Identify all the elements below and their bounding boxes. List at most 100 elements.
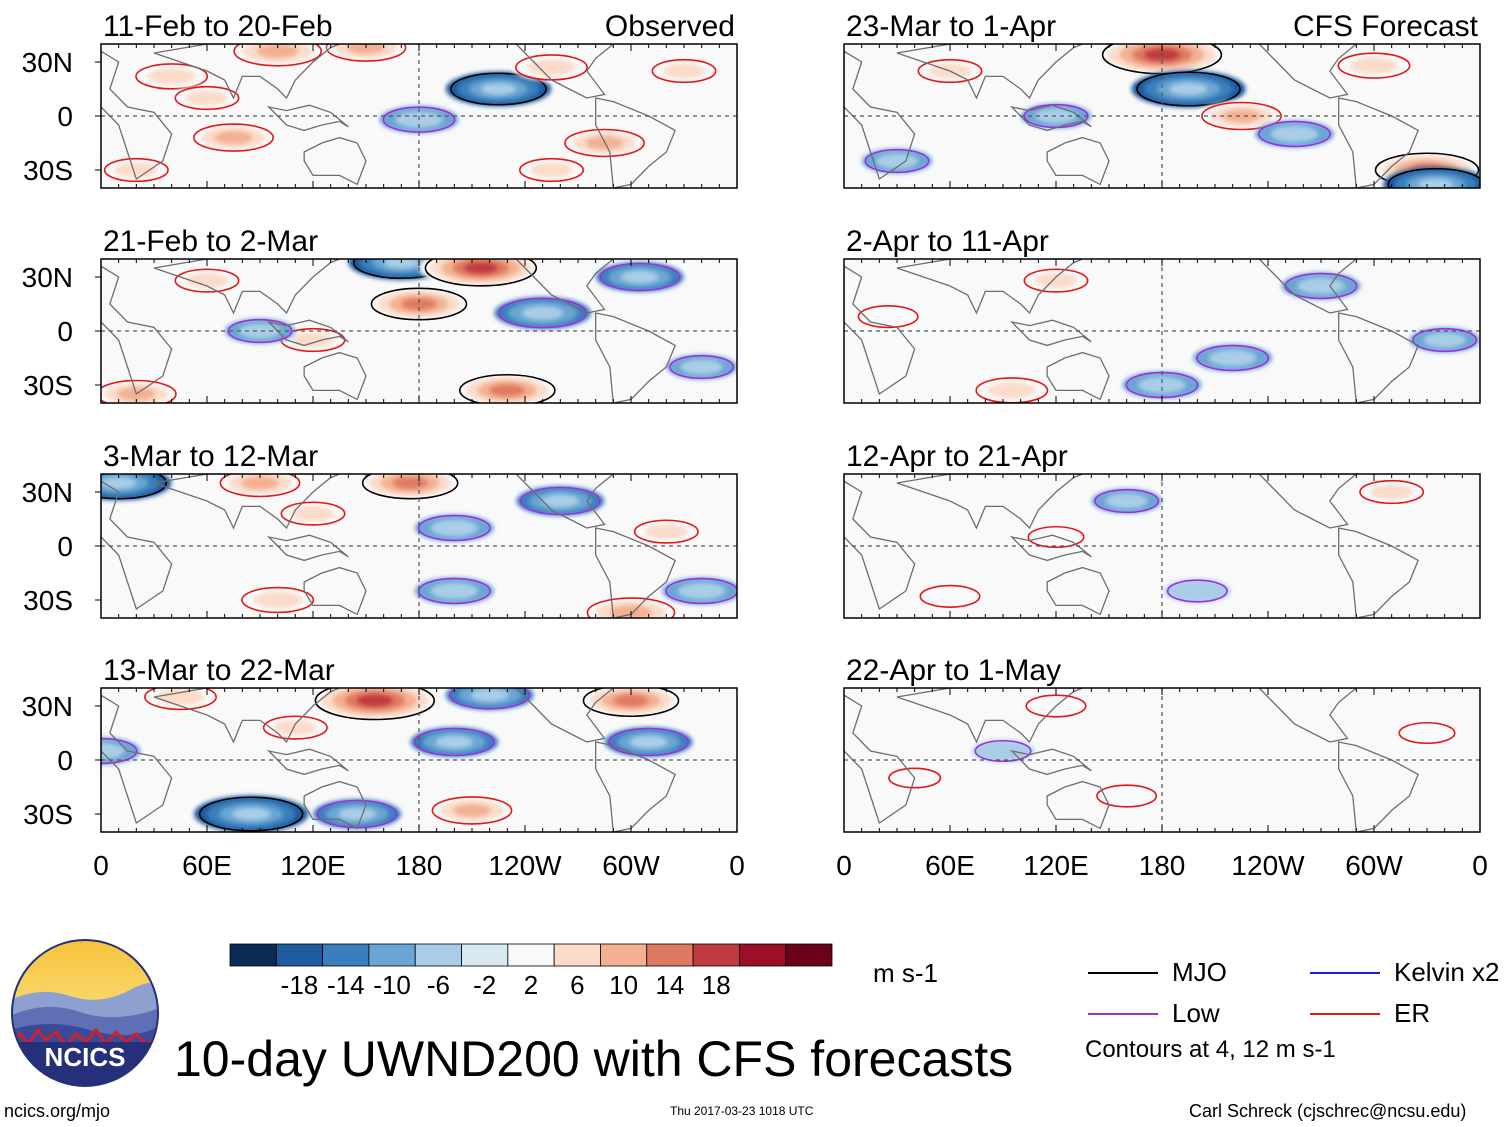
colorbar-tick-label: -14 <box>327 970 365 1000</box>
anomaly-patch <box>453 803 491 817</box>
anomaly-patch <box>1093 784 1160 808</box>
anomaly-field <box>844 259 1480 403</box>
anomaly-patch <box>480 83 517 95</box>
anomaly-patch <box>185 90 229 106</box>
anomaly-patch <box>1208 349 1257 367</box>
coastline <box>844 694 916 825</box>
anomaly-patch <box>291 332 335 348</box>
footer-site-link[interactable]: ncics.org/mjo <box>4 1101 111 1121</box>
lon-tick-label: 0 <box>729 850 745 881</box>
coastline <box>101 265 173 396</box>
anomaly-patch <box>1423 332 1466 348</box>
coastline <box>1009 319 1092 347</box>
lat-tick-label: 0 <box>57 745 73 776</box>
coastline <box>896 259 1083 315</box>
coastline <box>153 44 340 100</box>
anomaly-patch <box>253 591 302 609</box>
wave-contour <box>233 44 323 67</box>
footer-timestamp: Thu 2017-03-23 1018 UTC <box>670 1104 814 1118</box>
anomaly-patch <box>185 273 229 289</box>
colorbar-tick-label: -10 <box>373 970 411 1000</box>
wave-contour <box>370 287 468 321</box>
wave-contour <box>1136 71 1241 107</box>
wave-contour <box>919 584 981 609</box>
coastline <box>844 50 916 181</box>
anomaly-patch <box>356 694 393 707</box>
wave-contour <box>1027 525 1085 549</box>
legend-item-low: Low <box>1088 998 1220 1029</box>
wave-contour <box>431 796 513 825</box>
anomaly-patch <box>470 688 509 702</box>
wave-contour <box>459 373 556 403</box>
wave-contour <box>1096 784 1158 808</box>
anomaly-patch <box>1169 82 1208 96</box>
coastline <box>1009 748 1092 776</box>
colorbar-swatch <box>785 943 833 967</box>
wave-contour <box>1258 120 1331 148</box>
wave-contour <box>144 688 217 711</box>
anomaly-patch <box>629 735 668 749</box>
wave-contour <box>417 577 491 605</box>
panel-0: 11-Feb to 20-Feb Observed 30N 0 30S <box>22 10 738 189</box>
coastline <box>1046 566 1110 616</box>
legend-label-mjo: MJO <box>1172 957 1227 987</box>
coastline <box>515 259 615 314</box>
coastline <box>266 104 349 132</box>
colorbar-swatch <box>461 943 509 967</box>
anomaly-patch <box>430 582 479 600</box>
anomaly-patch <box>988 382 1036 399</box>
panel-7: 22-Apr to 1-May 0 60E 120E 180 120W 60W 0 <box>836 654 1488 881</box>
colorbar-swatch <box>368 943 416 967</box>
colorbar-swatch <box>229 943 277 967</box>
anomaly-patch <box>214 131 253 145</box>
anomaly-patch <box>1297 277 1345 295</box>
coastline <box>515 44 615 99</box>
anomaly-patch <box>677 582 726 600</box>
colorbar: -18 -14 -10 -6 -2 2 6 10 14 18 <box>229 943 833 1000</box>
figure-title: 10-day UWND200 with CFS forecasts <box>174 1031 1014 1087</box>
wave-contour <box>564 128 645 158</box>
anomaly-patch <box>527 59 576 76</box>
wave-contour <box>241 586 315 614</box>
legend-item-kelvin: Kelvin x2 <box>1310 957 1500 988</box>
wave-contour <box>314 688 436 721</box>
legend-swatch-low <box>1088 1012 1158 1015</box>
lat-tick-label: 30S <box>23 155 73 186</box>
coastline <box>515 474 615 529</box>
panel-period-label: 13-Mar to 22-Mar <box>103 654 335 687</box>
anomaly-patch <box>645 524 688 540</box>
legend-label-er: ER <box>1394 998 1431 1028</box>
wave-contour <box>262 715 328 740</box>
anomaly-patch <box>338 807 377 821</box>
wave-contour <box>651 58 717 84</box>
coastline <box>896 474 1083 530</box>
coastline <box>1009 534 1092 562</box>
wave-contour <box>1196 344 1270 372</box>
coastline <box>101 480 173 611</box>
wave-contour <box>857 305 919 329</box>
anomaly-patch <box>147 68 196 85</box>
lon-tick-label: 60W <box>602 850 660 881</box>
anomaly-patch <box>435 735 474 749</box>
colorbar-units: m s-1 <box>873 958 938 988</box>
anomaly-field <box>844 474 1427 618</box>
coastline <box>1046 136 1110 186</box>
wave-contour <box>1412 327 1478 353</box>
lon-tick-label: 120W <box>1231 850 1305 881</box>
coastline <box>595 741 676 832</box>
anomaly-patch <box>238 323 282 339</box>
anomaly-patch <box>1222 109 1261 123</box>
lat-tick-label: 30N <box>22 262 73 293</box>
anomaly-patch <box>972 739 1034 763</box>
wave-contour <box>361 474 459 500</box>
wave-contour <box>888 767 942 789</box>
coastline <box>844 265 916 396</box>
wave-contour <box>1094 488 1160 514</box>
lat-tick-label: 0 <box>57 531 73 562</box>
anomaly-patch <box>274 720 317 736</box>
colorbar-swatch <box>692 943 740 967</box>
colorbar-tick-label: -2 <box>473 970 496 1000</box>
colorbar-tick-label: 10 <box>609 970 638 1000</box>
wave-contour <box>103 157 169 183</box>
